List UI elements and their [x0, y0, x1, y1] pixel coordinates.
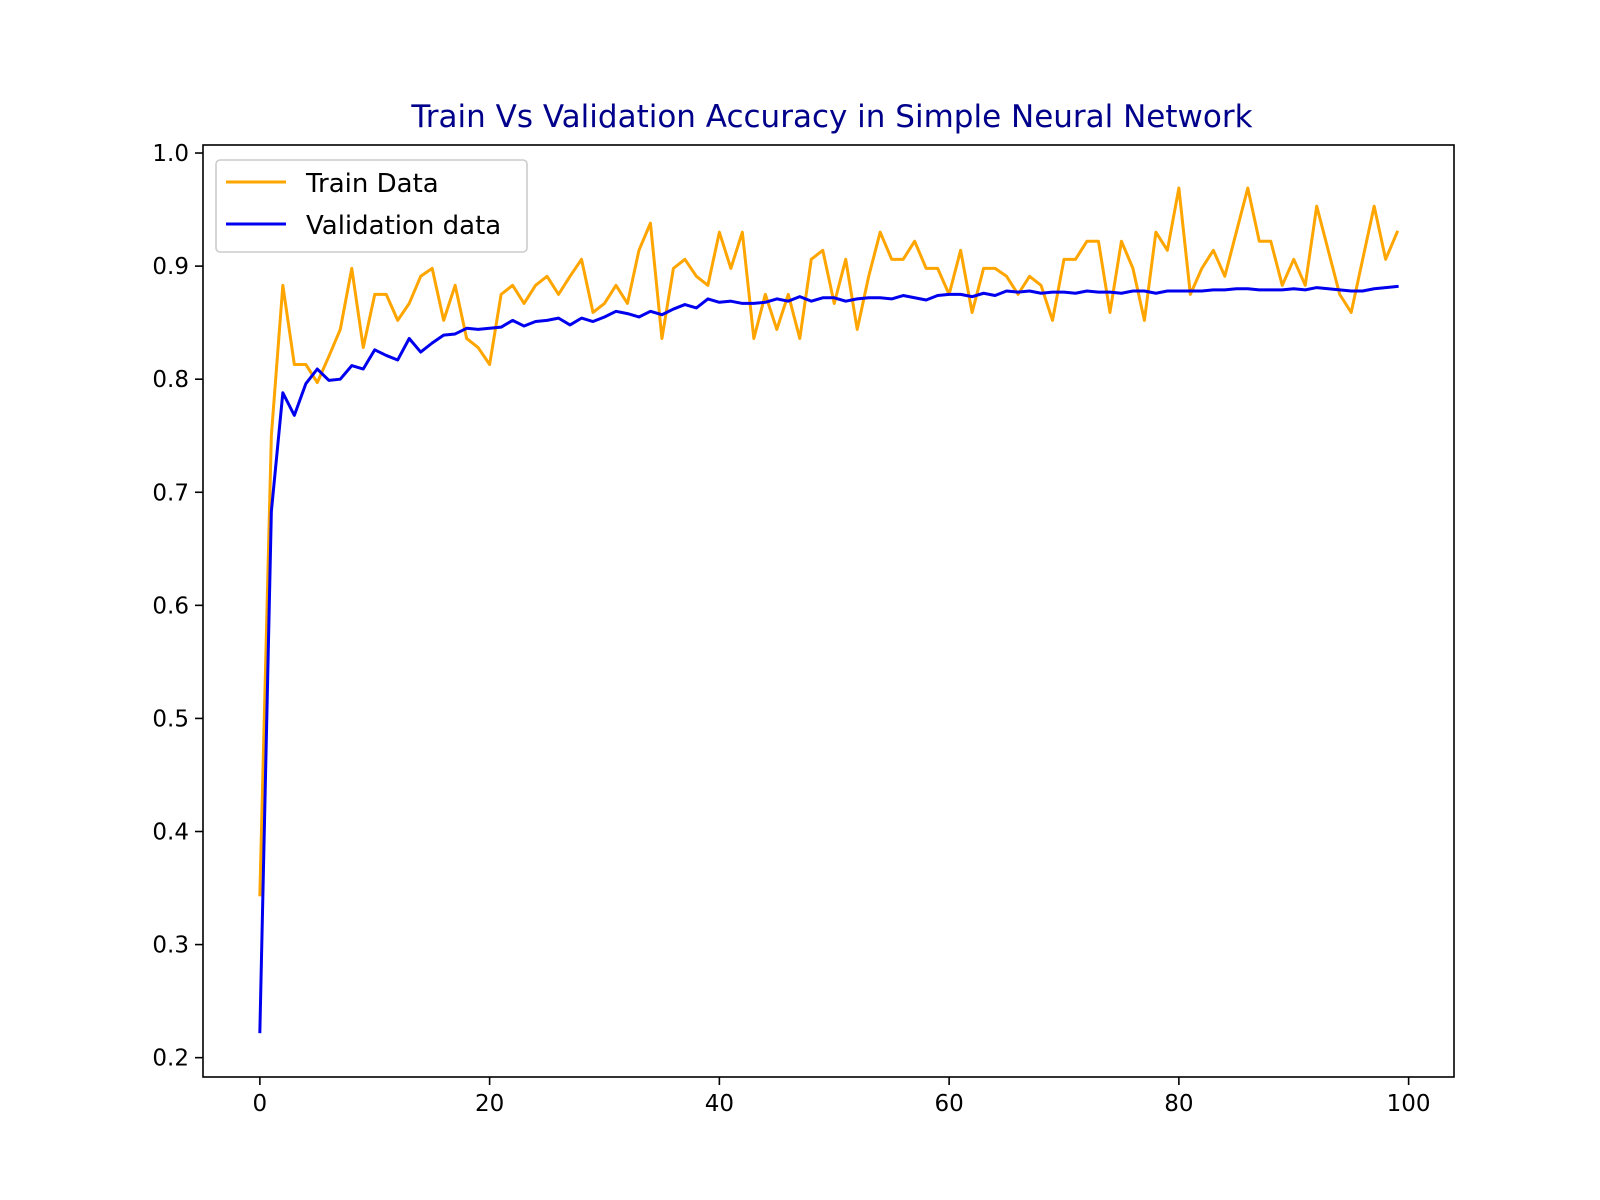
y-tick-label: 0.9	[152, 254, 189, 280]
x-tick-label: 100	[1387, 1091, 1431, 1117]
series-layer	[258, 186, 1400, 1034]
y-tick-label: 0.8	[152, 367, 189, 393]
legend-label-validation-data: Validation data	[306, 211, 501, 241]
y-axis: 0.2 0.3 0.4 0.5 0.6 0.7 0.8 0.9 1.0	[152, 141, 203, 1072]
series-line-validation-data	[258, 284, 1399, 1034]
x-tick-label: 0	[253, 1091, 268, 1117]
y-tick-label: 0.2	[152, 1046, 189, 1072]
legend-frame	[215, 159, 528, 253]
series-line-train-data	[258, 186, 1400, 897]
y-tick-label: 0.3	[152, 933, 189, 959]
x-tick-label: 80	[1164, 1091, 1193, 1117]
y-tick-label: 0.4	[152, 820, 189, 846]
y-tick-label: 0.6	[152, 593, 189, 619]
y-tick-label: 1.0	[152, 141, 189, 167]
x-tick-label: 40	[705, 1091, 734, 1117]
x-tick-label: 60	[934, 1091, 963, 1117]
chart-title: Train Vs Validation Accuracy in Simple N…	[410, 99, 1252, 135]
x-tick-label: 20	[475, 1091, 504, 1117]
y-tick-label: 0.5	[152, 706, 189, 732]
plot-area-frame	[202, 144, 1455, 1078]
y-tick-label: 0.7	[152, 480, 189, 506]
legend: Train Data Validation data	[215, 159, 528, 253]
x-axis: 0 20 40 60 80 100	[253, 1077, 1431, 1117]
legend-label-train-data: Train Data	[305, 169, 439, 199]
